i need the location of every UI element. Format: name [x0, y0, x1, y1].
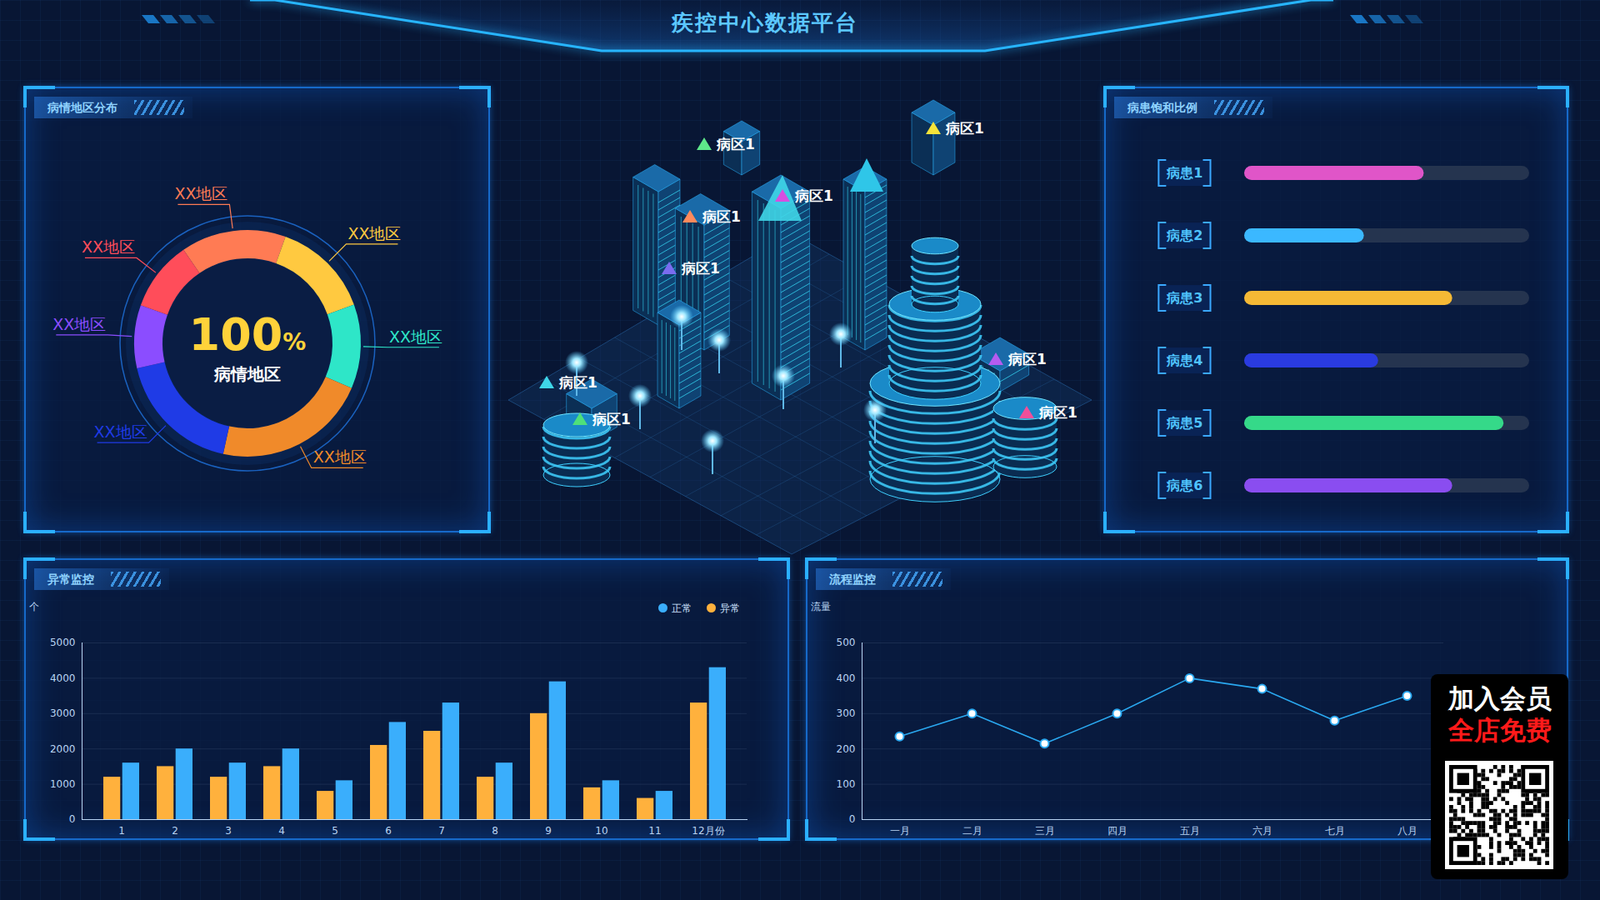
svg-text:3000: 3000 [50, 707, 76, 720]
svg-text:二月: 二月 [962, 825, 983, 837]
svg-text:八月: 八月 [1397, 825, 1418, 837]
svg-text:5000: 5000 [50, 636, 76, 649]
svg-text:200: 200 [836, 743, 856, 755]
svg-text:0: 0 [69, 813, 76, 825]
svg-text:病患3: 病患3 [1165, 290, 1203, 306]
svg-text:病区1: 病区1 [715, 135, 755, 153]
svg-text:病患1: 病患1 [1165, 165, 1203, 181]
svg-text:五月: 五月 [1180, 825, 1200, 837]
svg-text:病情地区: 病情地区 [213, 364, 281, 385]
html-text:病情地区分布: 病情地区分布 [47, 100, 118, 115]
svg-text:300: 300 [836, 707, 856, 720]
svg-text:病患5: 病患5 [1165, 415, 1203, 431]
svg-text:6: 6 [385, 825, 392, 837]
svg-text:疾控中心数据平台: 疾控中心数据平台 [670, 10, 859, 35]
svg-text:0: 0 [849, 813, 856, 825]
html-text:流程监控: 流程监控 [829, 572, 876, 586]
svg-text:12月份: 12月份 [691, 825, 725, 837]
html-text:异常监控: 异常监控 [47, 572, 95, 586]
svg-text:病患2: 病患2 [1165, 227, 1203, 244]
svg-text:10: 10 [595, 825, 608, 837]
svg-text:三月: 三月 [1035, 825, 1055, 837]
svg-text:四月: 四月 [1107, 825, 1128, 837]
html-text:加入会员: 加入会员 [1447, 683, 1552, 714]
svg-text:病患6: 病患6 [1165, 477, 1203, 494]
svg-text:XX地区: XX地区 [389, 327, 443, 346]
svg-text:七月: 七月 [1325, 825, 1345, 837]
svg-text:病区1: 病区1 [701, 208, 741, 225]
svg-text:4: 4 [278, 825, 285, 837]
svg-text:流量: 流量 [810, 600, 831, 613]
html-text:全店免费: 全店免费 [1447, 715, 1552, 745]
svg-text:4000: 4000 [50, 672, 76, 685]
svg-text:病患4: 病患4 [1165, 352, 1203, 369]
svg-text:1: 1 [118, 825, 125, 837]
svg-text:7: 7 [438, 825, 445, 837]
svg-text:100: 100 [836, 778, 856, 790]
svg-text:病区1: 病区1 [945, 120, 985, 137]
svg-text:3: 3 [225, 825, 232, 837]
html-text:病患饱和比例: 病患饱和比例 [1127, 100, 1198, 115]
svg-text:1000: 1000 [50, 778, 76, 790]
svg-text:2: 2 [171, 825, 179, 837]
svg-text:一月: 一月 [890, 825, 910, 837]
svg-text:六月: 六月 [1252, 825, 1273, 837]
html-text:异常: 异常 [720, 602, 740, 615]
svg-text:病区1: 病区1 [680, 260, 720, 277]
svg-text:XX地区: XX地区 [313, 447, 367, 466]
svg-text:XX地区: XX地区 [347, 224, 401, 243]
svg-text:100%: 100% [189, 308, 307, 361]
svg-text:病区1: 病区1 [1038, 404, 1078, 421]
svg-text:500: 500 [836, 636, 856, 649]
svg-text:2000: 2000 [50, 743, 76, 755]
svg-text:病区1: 病区1 [794, 187, 834, 205]
svg-text:病区1: 病区1 [591, 410, 631, 428]
svg-text:8: 8 [491, 825, 499, 837]
svg-text:XX地区: XX地区 [94, 422, 148, 441]
svg-text:XX地区: XX地区 [81, 237, 135, 256]
svg-text:400: 400 [836, 672, 856, 685]
svg-text:9: 9 [545, 825, 552, 837]
svg-text:11: 11 [648, 825, 661, 837]
html-text:正常: 正常 [671, 602, 692, 615]
svg-text:病区1: 病区1 [1007, 350, 1047, 368]
svg-text:XX地区: XX地区 [52, 315, 106, 334]
svg-text:病区1: 病区1 [558, 374, 598, 391]
svg-text:个: 个 [29, 600, 40, 613]
svg-text:XX地区: XX地区 [174, 184, 228, 203]
svg-text:5: 5 [331, 825, 339, 837]
